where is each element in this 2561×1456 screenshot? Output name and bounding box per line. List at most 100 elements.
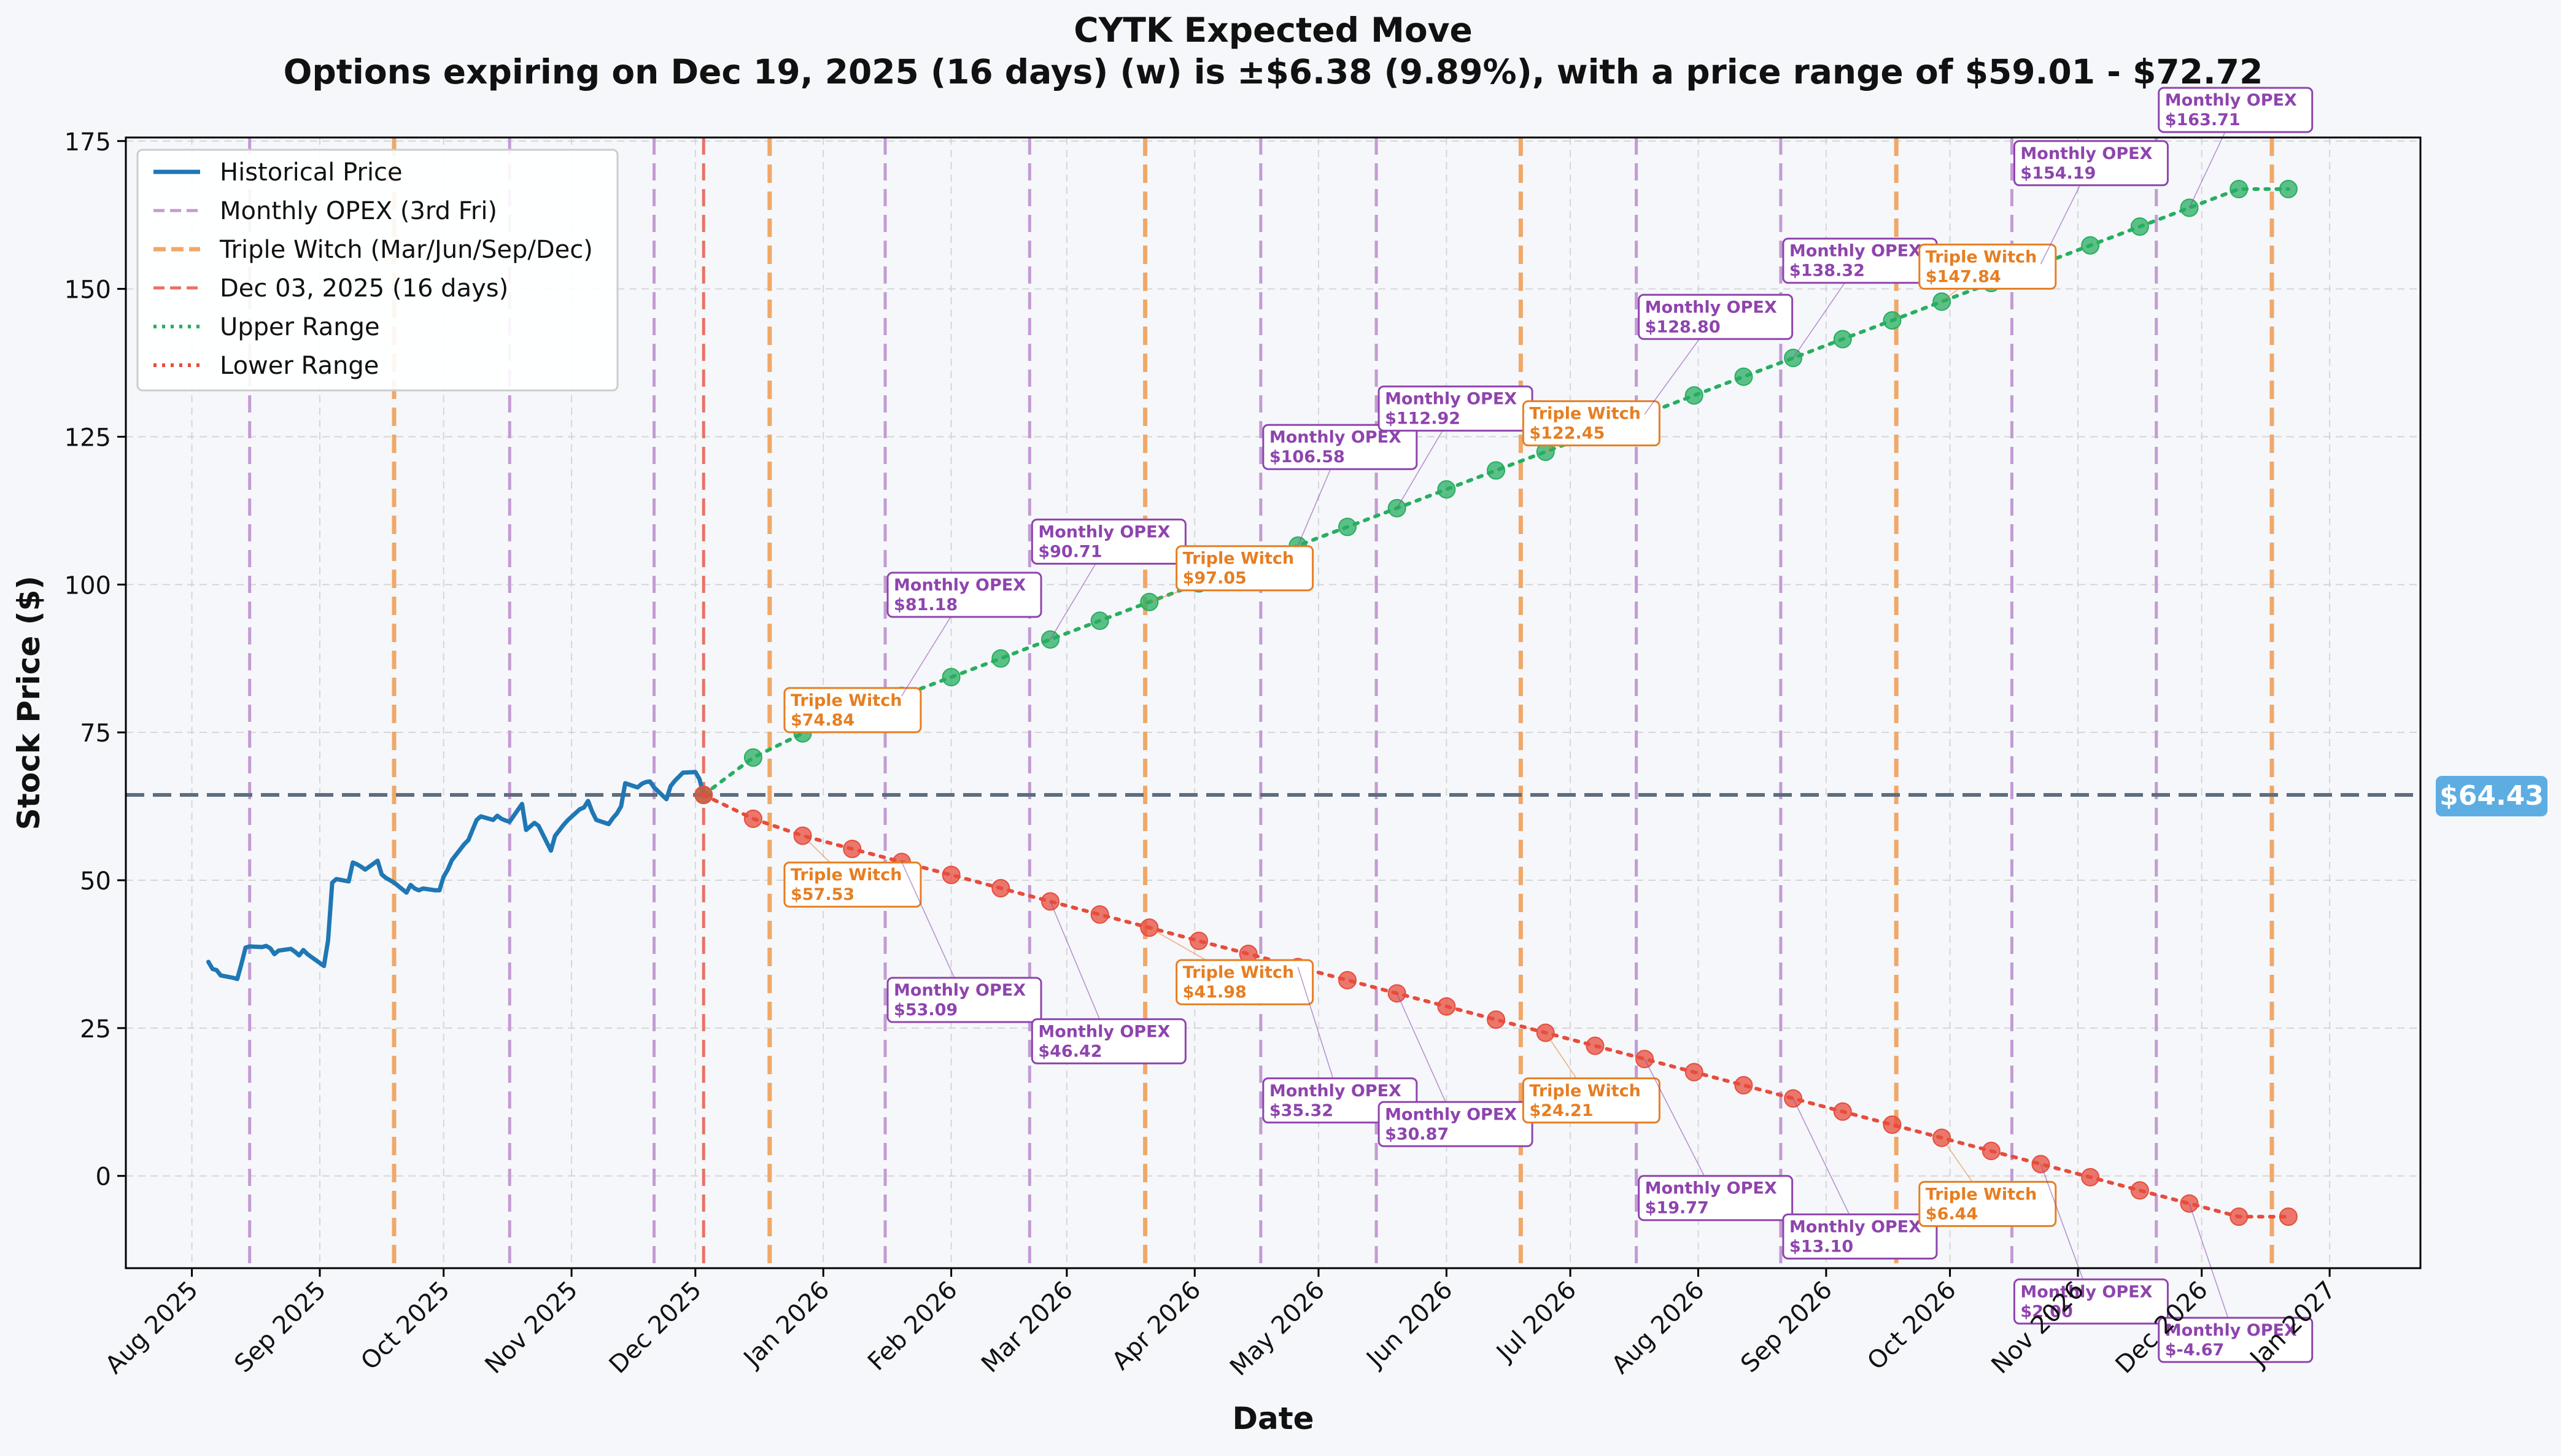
annotation-value: $112.92 [1385,409,1460,428]
annotation-value: $154.19 [2020,164,2096,183]
upper-range-point [1437,480,1456,499]
y-tick-label: 100 [64,571,111,600]
x-tick-label: May 2026 [1225,1276,1330,1382]
upper-range-point [1833,330,1852,349]
annotation-title: Monthly OPEX [2020,144,2152,163]
lower-range-point [1684,1063,1703,1082]
annotation-box [1377,1101,1533,1147]
annotation-value: $81.18 [894,595,958,614]
current-price-badge-box [2436,776,2547,816]
annotation-value: $106.58 [1269,447,1345,467]
upper-range-point [1487,461,1506,480]
annotation-title: Monthly OPEX [1385,390,1517,409]
x-tick-label: Nov 2025 [479,1276,583,1380]
upper-range-point [2130,217,2149,236]
legend-label: Lower Range [220,352,379,380]
annotation-value: $163.71 [2165,110,2241,130]
lower-range-point [1090,905,1109,924]
lower-range-point [2230,1207,2249,1226]
annotation-title: Monthly OPEX [1789,1217,1921,1236]
annotation-title: Triple Witch [1183,963,1295,982]
annotation-value: $6.44 [1926,1204,1978,1223]
lower-range-point [2081,1168,2100,1187]
annotation-title: Monthly OPEX [1269,428,1401,447]
upper-range-point [2279,180,2298,199]
lower-range-point [1338,970,1357,989]
y-tick-label: 75 [80,719,111,748]
annotation-box [1031,518,1187,565]
legend-label: Triple Witch (Mar/Jun/Sep/Dec) [219,236,593,264]
annotation-value: $90.71 [1038,542,1102,561]
annotation-value: $13.10 [1789,1237,1853,1256]
annotation-title: Monthly OPEX [1269,1082,1401,1101]
x-tick-label: Feb 2026 [862,1276,963,1377]
current-price-badge: $64.43 [2436,776,2547,816]
lower-range-point [694,785,713,804]
plot-frame [125,136,2422,1269]
annotation-box [1522,1077,1660,1124]
x-tick-label: Dec 2025 [604,1276,707,1379]
annotation-title: Monthly OPEX [894,576,1026,595]
annotation-box [1638,293,1794,340]
annotation-title: Triple Witch [1529,405,1641,424]
legend-label: Upper Range [220,313,380,341]
lower-range-point [1734,1076,1753,1095]
annotation-box [1176,545,1314,592]
x-tick-label: Sep 2026 [1735,1276,1838,1379]
annotation-value: $147.84 [1926,267,2001,286]
annotation-title: Triple Witch [791,691,902,710]
annotation-box [2013,140,2169,187]
annotation-value: $35.32 [1269,1101,1333,1120]
y-tick-label: 50 [80,867,111,896]
x-tick-label: Aug 2025 [100,1276,204,1380]
chart-subtitle: Options expiring on Dec 19, 2025 (16 day… [284,52,2263,91]
annotation-title: Monthly OPEX [2020,1282,2152,1301]
x-tick-label: Apr 2026 [1107,1276,1206,1376]
annotation-box [886,977,1042,1023]
annotation-title: Monthly OPEX [894,981,1026,1000]
annotation-value: $-4.67 [2165,1341,2225,1360]
annotation-leader [1050,901,1110,1042]
legend-label: Monthly OPEX (3rd Fri) [220,197,497,225]
lower-range-point [1586,1036,1605,1055]
annotation-box [1918,243,2057,290]
annotation-title: Triple Witch [1529,1082,1641,1101]
legend-label: Dec 03, 2025 (16 days) [220,274,508,303]
annotation-title: Monthly OPEX [1038,522,1170,541]
annotation-title: Monthly OPEX [1385,1105,1517,1124]
lower-range-point [1833,1102,1852,1121]
annotation-value: $24.21 [1529,1101,1593,1120]
lower-range-point [2130,1181,2149,1200]
lower-range-point [1982,1142,2001,1161]
annotation-leader [1644,1058,1716,1199]
x-axis-label: Date [1232,1401,1314,1436]
y-tick-label: 125 [64,424,111,452]
y-tick-label: 25 [80,1015,111,1044]
x-tick-label: Jan 2026 [737,1276,835,1374]
x-tick-label: Jun 2026 [1360,1276,1459,1374]
annotation-box [2158,87,2314,133]
annotation-value: $138.32 [1789,261,1865,281]
upper-range-point [743,748,762,767]
annotation-box [1638,1175,1794,1222]
upper-range-point [2230,180,2249,199]
annotation-box [1522,400,1660,447]
upper-range-point [2081,236,2100,255]
y-tick-label: 0 [96,1163,111,1191]
annotation-title: Monthly OPEX [1645,1179,1777,1198]
annotation-value: $2.00 [2020,1302,2072,1321]
annotation-box [783,687,922,734]
x-tick-label: Sep 2025 [229,1276,331,1379]
lower-range-point [1437,997,1456,1016]
lower-range-point [743,809,762,828]
x-tick-label: Jul 2026 [1490,1276,1582,1368]
annotation-value: $53.09 [894,1001,958,1020]
legend-box [136,149,619,392]
annotation-title: Monthly OPEX [1038,1022,1170,1041]
upper-range-point [1338,517,1357,536]
annotation-title: Monthly OPEX [2165,1321,2297,1340]
annotation-value: $74.84 [791,711,854,730]
